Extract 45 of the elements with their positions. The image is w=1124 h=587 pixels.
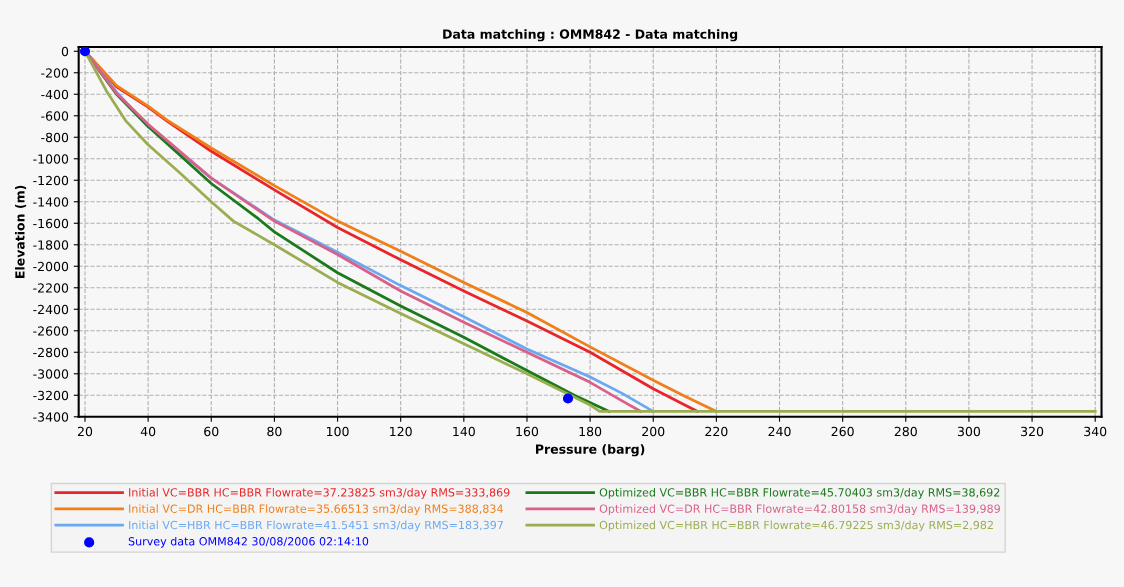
y-tick-label: -3200 bbox=[33, 390, 69, 401]
y-tick-label: -3000 bbox=[33, 369, 69, 379]
y-tick-label: -2600 bbox=[33, 326, 69, 336]
x-tick-label: 280 bbox=[894, 426, 917, 437]
y-tick-label: 0 bbox=[61, 46, 69, 57]
x-axis-title: Pressure (barg) bbox=[536, 444, 645, 457]
x-tick-label: 240 bbox=[768, 426, 791, 437]
y-axis-title: Elevation (m) bbox=[14, 185, 27, 278]
text: Optimized VC=DR HC=BBR Flowrate=42.80158 sm3/day RMS=139,989 bbox=[599, 504, 1000, 516]
x-tick-label: 60 bbox=[204, 426, 219, 437]
y-tick-label: -2400 bbox=[33, 304, 69, 315]
text: Initial VC=HBR HC=BBR Flowrate=41.5451 sm3/day RMS=183,397 bbox=[129, 520, 503, 532]
y-tick-label: -2800 bbox=[33, 347, 69, 358]
y-tick-label: -800 bbox=[41, 132, 69, 143]
x-tick-label: 260 bbox=[831, 426, 854, 437]
chart-title: Data matching : OMM842 - Data matching bbox=[443, 29, 738, 42]
x-tick-label: 20 bbox=[77, 426, 93, 437]
y-tick-label: -600 bbox=[41, 111, 69, 121]
x-tick-label: 220 bbox=[705, 426, 728, 437]
x-tick-label: 40 bbox=[140, 426, 156, 437]
y-tick-label: -1600 bbox=[33, 218, 69, 229]
y-tick-label: -1400 bbox=[33, 197, 69, 207]
x-tick-label: 200 bbox=[642, 426, 665, 437]
x-tick-label: 180 bbox=[579, 426, 602, 437]
y-tick-label: -2200 bbox=[33, 283, 69, 293]
x-tick-label: 320 bbox=[1021, 426, 1044, 437]
y-tick-label: -200 bbox=[41, 68, 69, 78]
x-tick-label: 140 bbox=[453, 426, 475, 437]
y-tick-label: -2000 bbox=[33, 261, 69, 272]
text: Optimized VC=HBR HC=BBR Flowrate=46.79225 sm3/day RMS=2,982 bbox=[599, 520, 993, 532]
x-tick-label: 120 bbox=[390, 426, 412, 437]
y-tick-label: -1800 bbox=[33, 240, 69, 250]
x-tick-label: 80 bbox=[267, 426, 282, 437]
y-tick-label: -1200 bbox=[33, 175, 69, 186]
y-tick-label: -400 bbox=[41, 89, 69, 100]
x-tick-label: 340 bbox=[1084, 426, 1107, 437]
x-tick-label: 160 bbox=[516, 426, 539, 437]
text: Initial VC=DR HC=BBR Flowrate=35.66513 sm3/day RMS=388,834 bbox=[129, 504, 503, 516]
text: Optimized VC=BBR HC=BBR Flowrate=45.70403 sm3/day RMS=38,692 bbox=[599, 487, 1000, 499]
x-tick-label: 100 bbox=[326, 426, 349, 437]
text: Initial VC=BBR HC=BBR Flowrate=37.23825 sm3/day RMS=333,869 bbox=[129, 487, 510, 499]
x-tick-label: 300 bbox=[957, 426, 981, 437]
y-tick-label: -1000 bbox=[33, 154, 69, 164]
y-tick-label: -3400 bbox=[33, 412, 69, 422]
text: Survey data OMM842 30/08/2006 02:14:10 bbox=[128, 536, 369, 548]
